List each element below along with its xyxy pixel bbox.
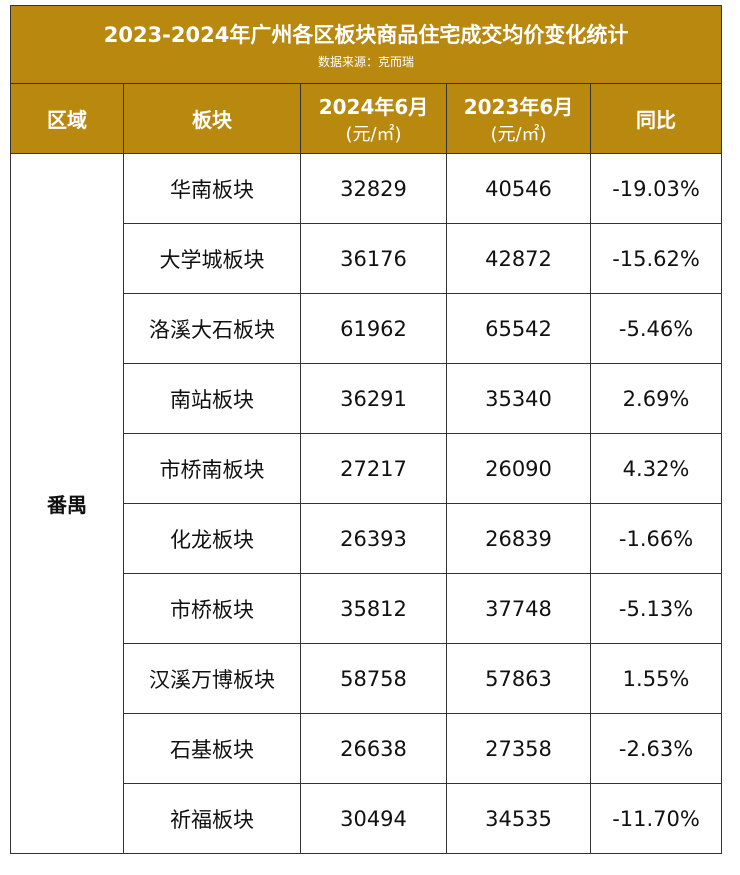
- column-label: 2023年6月: [463, 95, 574, 119]
- column-label: 板块: [192, 108, 232, 132]
- price-2024-cell: 36176: [300, 223, 447, 294]
- table-row: 祈福板块 30494 34535 -11.70%: [11, 783, 723, 854]
- column-label: 2024年6月: [318, 95, 429, 119]
- table-body: 番禺 华南板块 32829 40546 -19.03% 大学城板块 36176 42872 -1…: [10, 153, 723, 854]
- sector-cell: 汉溪万博板块: [123, 643, 301, 714]
- column-header: 2023年6月 (元/㎡): [446, 83, 591, 154]
- price-2023-cell: 35340: [446, 363, 591, 434]
- price-2024-cell: 27217: [300, 433, 447, 504]
- yoy-cell: -15.62%: [589, 223, 723, 294]
- table-row: 市桥南板块 27217 26090 4.32%: [11, 433, 723, 504]
- table-row: 番禺 华南板块 32829 40546 -19.03%: [10, 153, 723, 854]
- title: 2023-2024年广州各区板块商品住宅成交均价变化统计: [103, 23, 629, 47]
- title-cell: 2023-2024年广州各区板块商品住宅成交均价变化统计 数据来源：克而瑞: [9, 5, 723, 84]
- column-label: 区域: [47, 108, 87, 132]
- column-header: 区域: [10, 83, 124, 154]
- sector-cell: 华南板块: [123, 153, 301, 224]
- header-row: 区域 板块 2024年6月 (元/㎡) 2023年6月 (元/㎡) 同比: [10, 83, 723, 154]
- price-2023-cell: 26839: [446, 503, 591, 574]
- yoy-cell: 2.69%: [589, 363, 723, 434]
- price-2023-cell: 57863: [446, 643, 591, 714]
- column-header: 同比: [589, 83, 723, 154]
- table-row: 汉溪万博板块 58758 57863 1.55%: [11, 643, 723, 714]
- price-2024-cell: 61962: [300, 293, 447, 364]
- price-table: 2023-2024年广州各区板块商品住宅成交均价变化统计 数据来源：克而瑞 区域…: [9, 5, 723, 854]
- sector-cell: 化龙板块: [123, 503, 301, 574]
- table-row: 市桥板块 35812 37748 -5.13%: [11, 573, 723, 644]
- yoy-cell: 1.55%: [589, 643, 723, 714]
- yoy-cell: -2.63%: [589, 713, 723, 784]
- column-unit: (元/㎡): [490, 124, 547, 145]
- sector-cell: 大学城板块: [123, 223, 301, 294]
- column-label: 同比: [636, 108, 677, 132]
- table-row: 洛溪大石板块 61962 65542 -5.46%: [11, 293, 723, 364]
- price-2024-cell: 58758: [300, 643, 447, 714]
- price-2023-cell: 27358: [446, 713, 591, 784]
- column-unit: (元/㎡): [345, 124, 402, 145]
- source: 数据来源：克而瑞: [318, 55, 415, 69]
- yoy-cell: -5.46%: [589, 293, 723, 364]
- region-cell: 番禺: [10, 153, 124, 854]
- column-header: 2024年6月 (元/㎡): [300, 83, 447, 154]
- yoy-cell: -11.70%: [589, 783, 723, 854]
- price-2024-cell: 36291: [300, 363, 447, 434]
- sector-cell: 市桥南板块: [123, 433, 301, 504]
- table-row: 化龙板块 26393 26839 -1.66%: [11, 503, 723, 574]
- table-wrap: 2023-2024年广州各区板块商品住宅成交均价变化统计 数据来源：克而瑞 区域…: [9, 5, 723, 854]
- price-2024-cell: 26638: [300, 713, 447, 784]
- price-2024-cell: 35812: [300, 573, 447, 644]
- price-2023-cell: 37748: [446, 573, 591, 644]
- yoy-cell: -1.66%: [589, 503, 723, 574]
- price-2023-cell: 34535: [446, 783, 591, 854]
- price-2024-cell: 26393: [300, 503, 447, 574]
- sector-cell: 洛溪大石板块: [123, 293, 301, 364]
- price-2023-cell: 26090: [446, 433, 591, 504]
- sector-cell: 市桥板块: [123, 573, 301, 644]
- sector-cell: 石基板块: [123, 713, 301, 784]
- table-row: 南站板块 36291 35340 2.69%: [11, 363, 723, 434]
- price-2024-cell: 30494: [300, 783, 447, 854]
- sector-cell: 南站板块: [123, 363, 301, 434]
- column-header: 板块: [123, 83, 301, 154]
- yoy-cell: 4.32%: [589, 433, 723, 504]
- yoy-cell: -5.13%: [589, 573, 723, 644]
- price-2023-cell: 65542: [446, 293, 591, 364]
- price-2024-cell: 32829: [300, 153, 447, 224]
- price-2023-cell: 42872: [446, 223, 591, 294]
- price-2023-cell: 40546: [446, 153, 591, 224]
- sector-cell: 祈福板块: [123, 783, 301, 854]
- yoy-cell: -19.03%: [589, 153, 723, 224]
